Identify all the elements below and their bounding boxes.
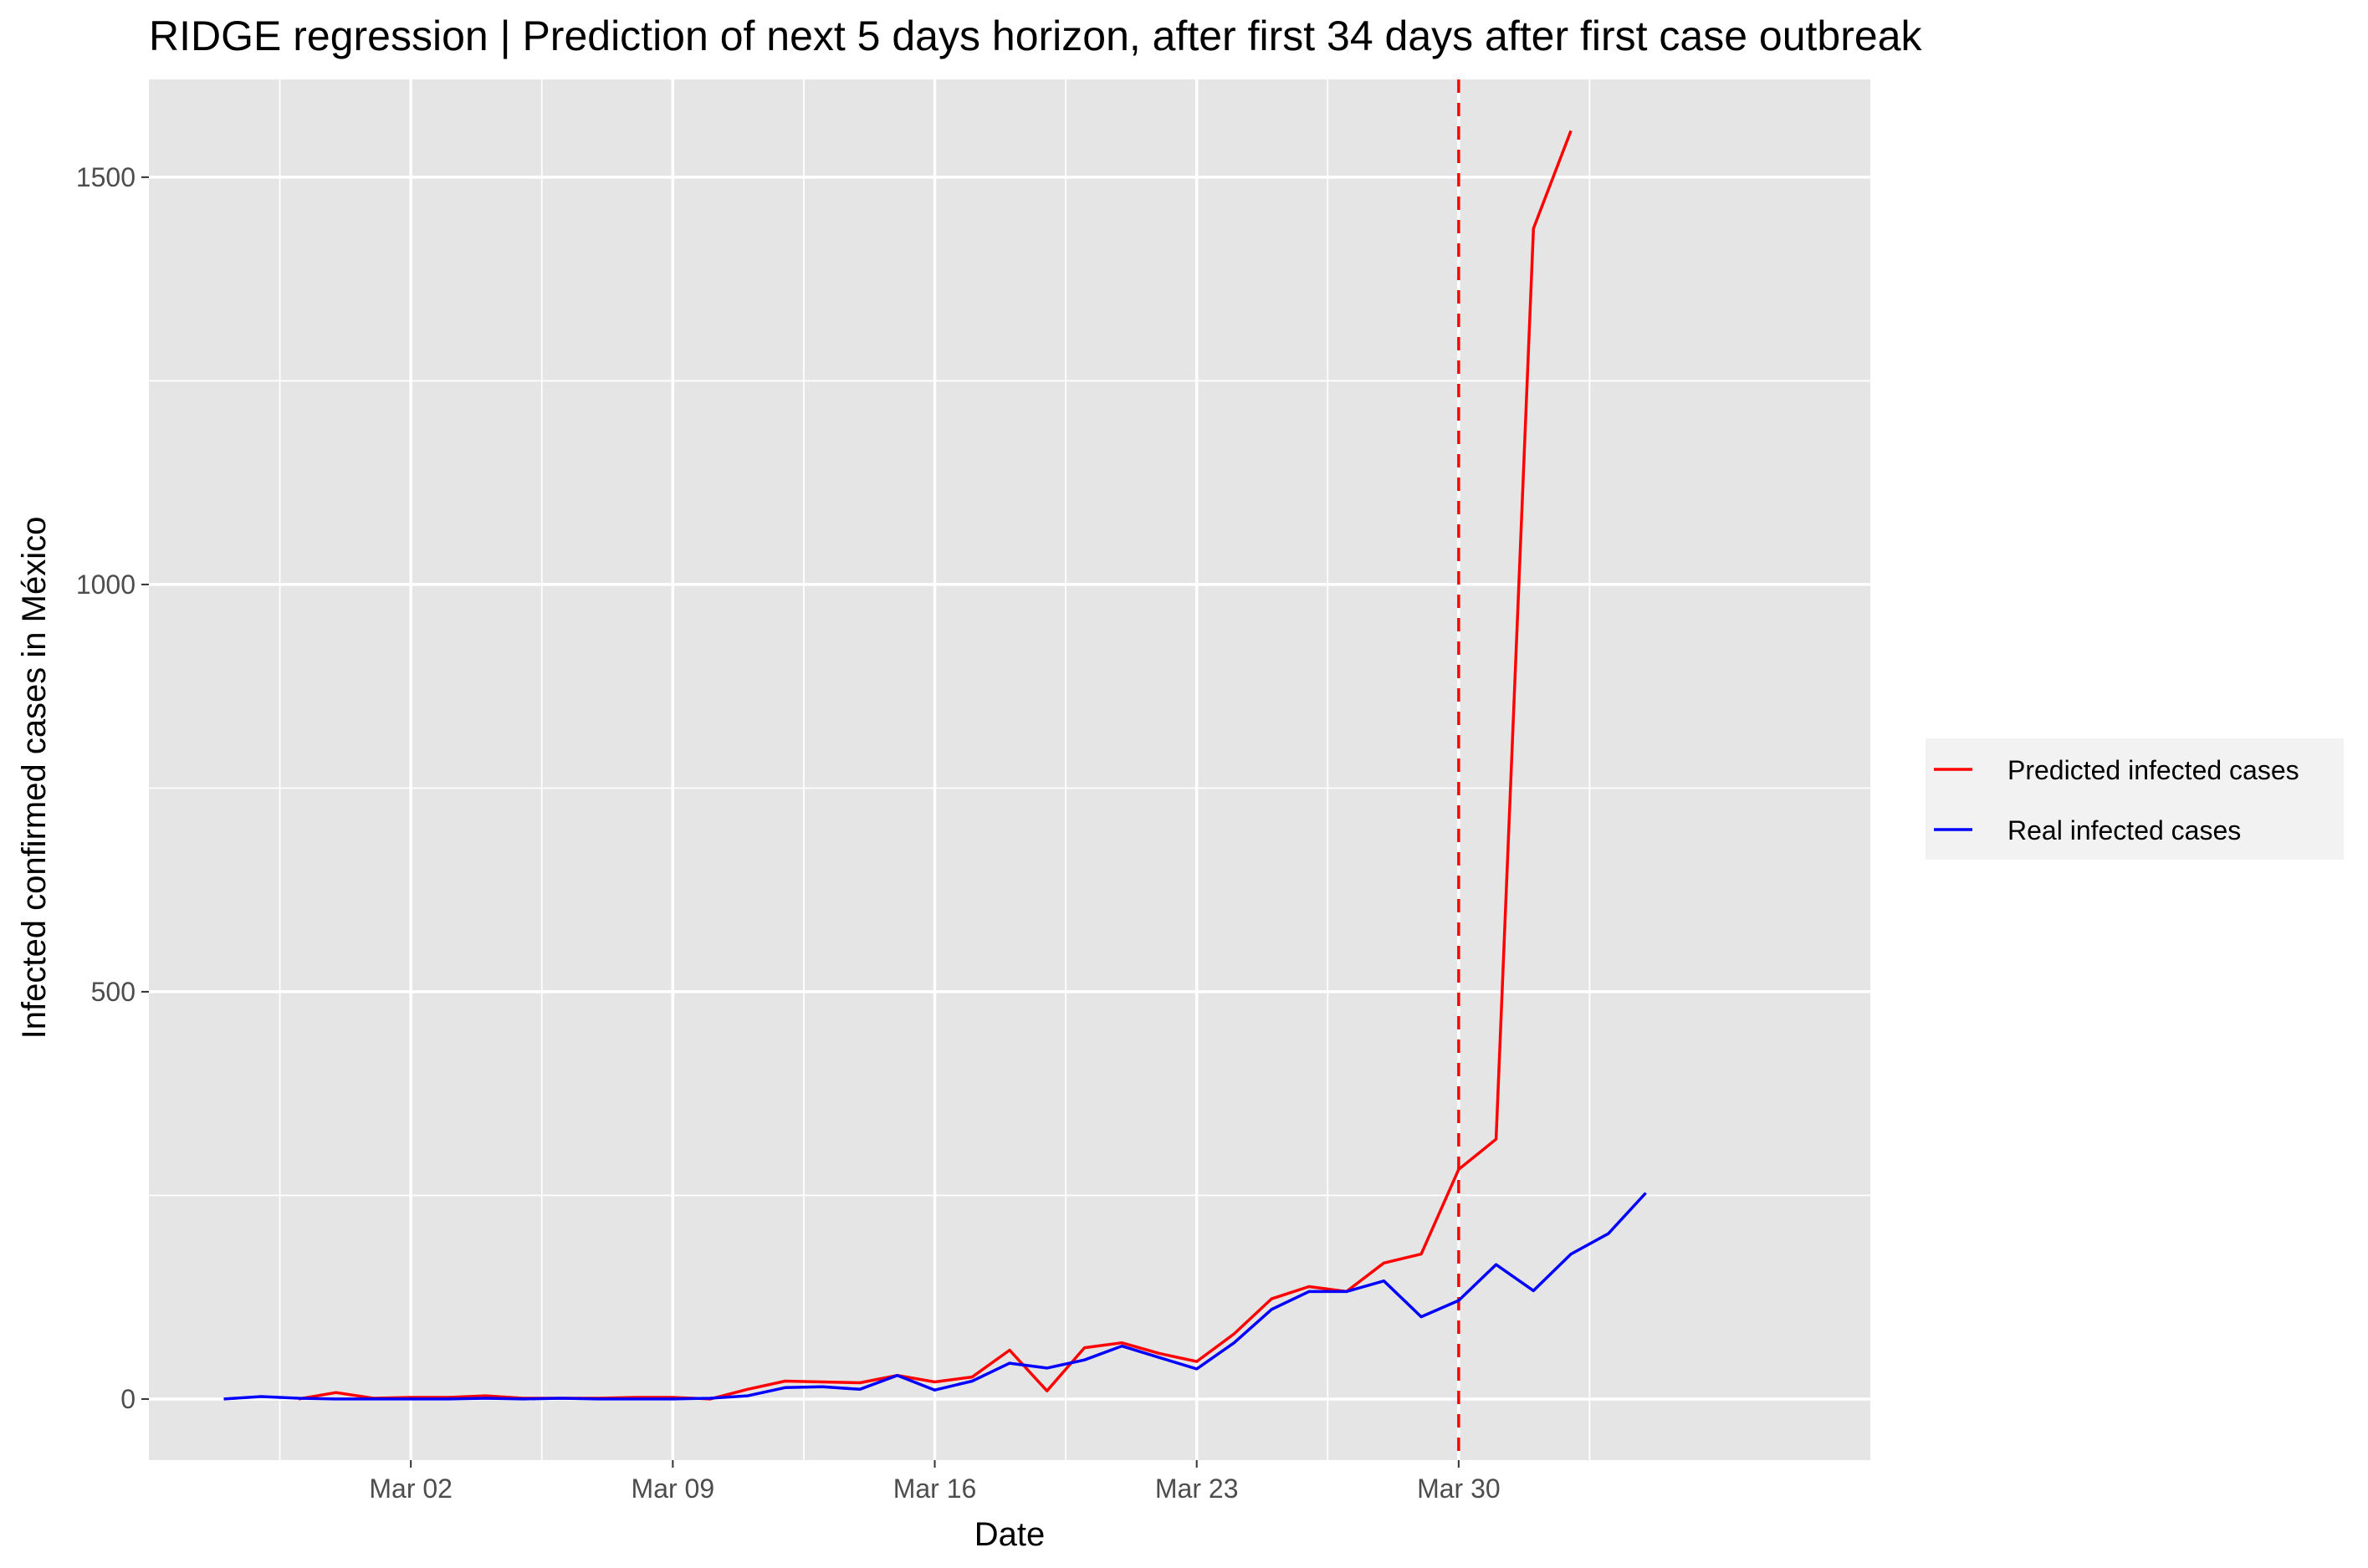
chart-title: RIDGE regression | Prediction of next 5 … bbox=[149, 13, 1923, 59]
x-axis-title: Date bbox=[974, 1516, 1046, 1553]
legend-label-predicted: Predicted infected cases bbox=[2007, 755, 2299, 785]
x-tick-label: Mar 30 bbox=[1417, 1474, 1501, 1504]
legend: Predicted infected cases Real infected c… bbox=[1926, 738, 2344, 860]
series-line-real bbox=[223, 1192, 1647, 1401]
x-tick-label: Mar 23 bbox=[1155, 1474, 1239, 1504]
y-tick-label: 0 bbox=[120, 1384, 136, 1414]
x-tick-label: Mar 02 bbox=[369, 1474, 453, 1504]
x-tick-label: Mar 16 bbox=[893, 1474, 977, 1504]
legend-label-real: Real infected cases bbox=[2007, 815, 2241, 845]
x-tick-label: Mar 09 bbox=[632, 1474, 715, 1504]
series-layer bbox=[223, 130, 1647, 1401]
legend-background bbox=[1926, 738, 2344, 860]
panel-background bbox=[149, 79, 1870, 1460]
y-tick-label: 1000 bbox=[76, 569, 136, 600]
y-tick-label: 500 bbox=[91, 977, 136, 1007]
axis-layer: 0 500 1000 1500 Mar 02 Mar 09 Mar 16 Mar 23 Mar … bbox=[76, 162, 1501, 1504]
y-axis-title: Infected confirmed cases in México bbox=[16, 517, 53, 1039]
y-tick-label: 1500 bbox=[76, 162, 136, 192]
